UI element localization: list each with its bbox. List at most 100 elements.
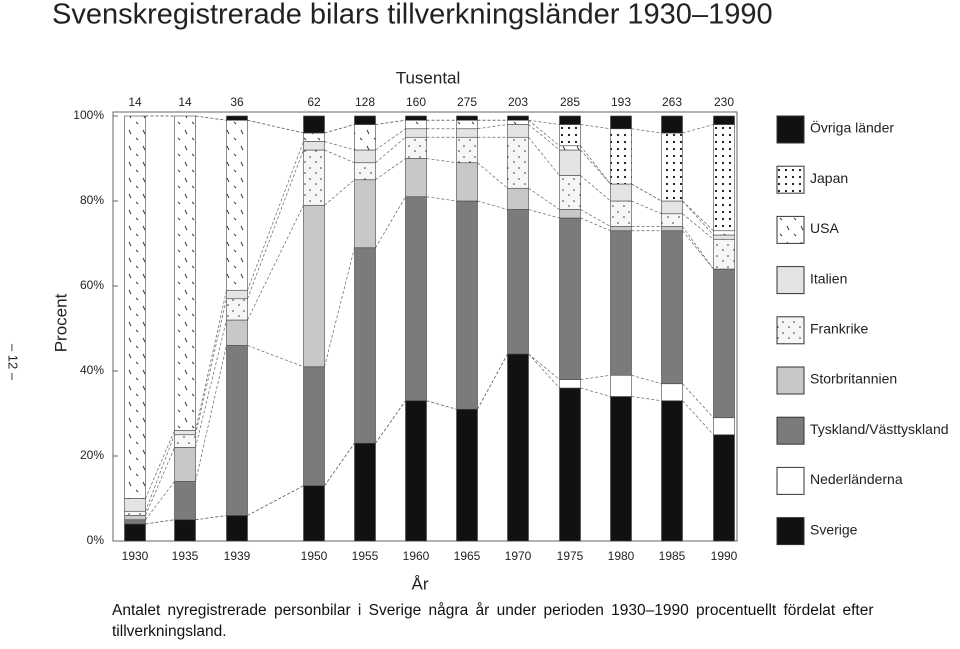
bar-segment: [559, 209, 581, 219]
bar-pattern: [226, 298, 248, 320]
bar-pattern: [559, 145, 581, 150]
connector: [324, 443, 355, 486]
bar-segment: [661, 400, 683, 542]
total-label: 36: [230, 95, 244, 109]
y-tick-label: 40%: [80, 363, 104, 377]
legend-swatch: [776, 416, 805, 445]
connector: [580, 124, 611, 130]
connector: [375, 128, 406, 151]
connector: [145, 447, 175, 516]
bar-pattern: [713, 239, 735, 269]
bar-segment: [661, 115, 683, 134]
y-tick-label: 80%: [80, 193, 104, 207]
connector: [195, 319, 227, 448]
bar-segment: [661, 200, 683, 215]
legend-label: Tyskland/Västtyskland: [810, 421, 949, 437]
connector: [477, 124, 508, 130]
bar-segment: [559, 379, 581, 389]
bar-pattern: [354, 124, 376, 150]
bar-segment: [303, 115, 325, 134]
connector: [528, 119, 560, 125]
bar-pattern: [456, 137, 478, 163]
bar-pattern: [405, 137, 427, 159]
bar-pattern: [610, 201, 632, 227]
x-tick-label: 1990: [711, 549, 738, 563]
bar-pattern: [559, 175, 581, 210]
bar-segment: [124, 523, 146, 542]
bar-segment: [405, 158, 427, 198]
connector: [247, 485, 304, 516]
connector: [631, 200, 662, 215]
connector: [580, 145, 611, 185]
bar-segment: [610, 183, 632, 202]
connector: [426, 158, 457, 164]
legend-swatch: [776, 466, 805, 495]
connector: [528, 353, 560, 389]
bar-segment: [303, 366, 325, 487]
connector: [528, 187, 560, 210]
legend-swatch: [776, 366, 805, 395]
bar-segment: [226, 319, 248, 346]
connector: [324, 141, 355, 151]
connector: [324, 179, 355, 206]
x-tick-label: 1980: [608, 549, 635, 563]
x-tick-label: 1950: [301, 549, 328, 563]
bar-segment: [661, 230, 683, 385]
bar-pattern: [124, 511, 146, 516]
bar-pattern: [661, 213, 683, 227]
bar-pattern: [303, 150, 325, 206]
legend-pattern: [777, 166, 804, 194]
bar-segment: [507, 353, 529, 542]
connector: [580, 217, 611, 232]
legend-swatch: [776, 115, 805, 144]
legend-label: Nederländerna: [810, 471, 903, 487]
connector: [682, 213, 714, 240]
connector: [477, 353, 508, 410]
bar-segment: [661, 383, 683, 402]
legend-pattern: [777, 216, 804, 244]
connector: [528, 137, 560, 176]
x-tick-label: 1985: [659, 549, 686, 563]
connector: [682, 200, 714, 232]
bar-segment: [610, 115, 632, 130]
legend-swatch: [776, 517, 805, 546]
total-label: 285: [560, 95, 580, 109]
bar-segment: [507, 115, 529, 121]
bar-segment: [507, 124, 529, 138]
connector: [247, 149, 304, 299]
connector: [375, 119, 406, 125]
total-label: 203: [508, 95, 528, 109]
bar-segment: [303, 141, 325, 151]
bar-pattern: [124, 116, 146, 499]
bar-segment: [405, 128, 427, 138]
total-label: 160: [406, 95, 426, 109]
bar-segment: [610, 230, 632, 376]
connector: [375, 136, 406, 164]
connector: [247, 345, 304, 368]
bar-segment: [559, 149, 581, 176]
connector: [682, 383, 714, 418]
bar-segment: [661, 226, 683, 232]
connector: [324, 247, 355, 367]
connector: [145, 430, 175, 499]
connector: [145, 481, 175, 520]
connector: [375, 400, 406, 444]
y-axis-label: Procent: [51, 293, 70, 352]
bar-segment: [610, 396, 632, 542]
bar-segment: [713, 234, 735, 240]
bar-segment: [124, 519, 146, 525]
bar-segment: [174, 430, 196, 436]
bar-segment: [354, 179, 376, 249]
bar-segment: [559, 115, 581, 125]
bar-segment: [174, 481, 196, 521]
legend-label: Japan: [810, 170, 848, 186]
connector: [580, 149, 611, 185]
legend-pattern: [777, 316, 804, 344]
connector: [195, 115, 227, 121]
y-tick-label: 0%: [87, 533, 105, 547]
totals-label: Tusental: [396, 68, 461, 87]
connector: [528, 209, 560, 219]
connector: [195, 290, 227, 431]
bar-pattern: [303, 133, 325, 142]
